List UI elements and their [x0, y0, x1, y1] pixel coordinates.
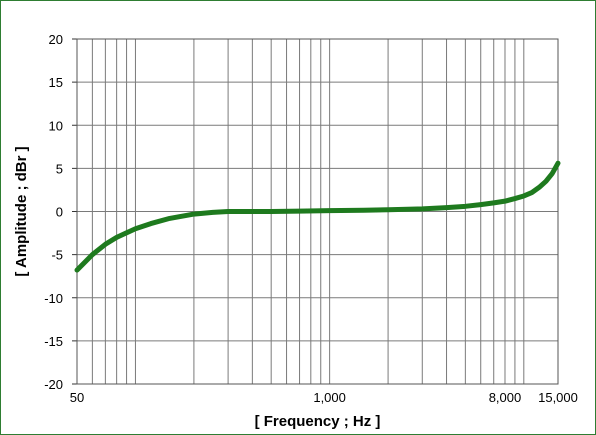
y-tick-labels: 20 15 10 5 0 -5 -10 -15 -20	[44, 32, 63, 392]
series-line	[77, 163, 558, 270]
y-tick-label: -10	[44, 291, 63, 306]
x-tick-labels: 50 1,000 8,000 15,000	[70, 390, 578, 405]
y-tick-label: 5	[56, 161, 63, 176]
x-axis-title: [ Frequency ; Hz ]	[255, 413, 381, 430]
x-tick-label: 15,000	[538, 390, 578, 405]
x-tick-label: 1,000	[313, 390, 346, 405]
x-tick-label: 8,000	[489, 390, 522, 405]
series-layer	[77, 163, 558, 270]
y-tick-label: 10	[49, 118, 63, 133]
y-tick-label: 15	[49, 75, 63, 90]
y-tick-label: 0	[56, 205, 63, 220]
y-tick-label: 20	[49, 32, 63, 47]
y-axis-title: [ Amplitude ; dBr ]	[13, 146, 30, 276]
y-tick-label: -5	[51, 248, 63, 263]
y-tick-label: -20	[44, 377, 63, 392]
y-tick-label: -15	[44, 334, 63, 349]
x-tick-label: 50	[70, 390, 84, 405]
